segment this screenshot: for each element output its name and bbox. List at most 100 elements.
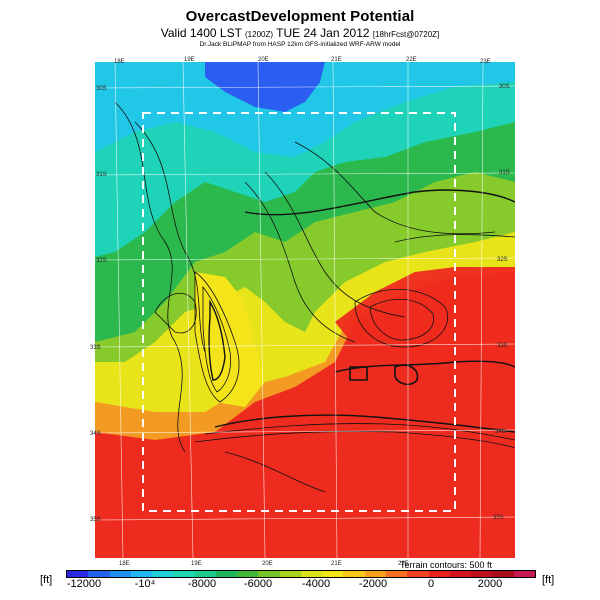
colorbar-segment <box>258 571 280 577</box>
lon-label-top: 20E <box>258 57 269 63</box>
parallel-line <box>95 172 515 176</box>
contour-line <box>244 181 356 343</box>
lat-label-right: 30S <box>499 84 510 90</box>
contour-line <box>194 431 515 449</box>
colorbar-label: -10⁴ <box>134 578 156 590</box>
contour-line <box>214 414 515 433</box>
map-title: OvercastDevelopment Potential <box>185 8 415 25</box>
colorbar-label: -6000 <box>243 578 273 590</box>
colorbar-label: -8000 <box>187 578 217 590</box>
lon-label-top: 18E <box>114 59 125 65</box>
colorbar-segment <box>173 571 195 577</box>
meridian-line <box>257 62 266 558</box>
meridian-line <box>479 62 484 558</box>
colorbar-segment <box>449 571 472 577</box>
lon-label-bottom: 18E <box>119 561 130 567</box>
contour-line <box>208 299 226 381</box>
meridian-line <box>182 62 194 558</box>
colorbar-segment <box>300 571 323 577</box>
contour-line <box>394 364 419 386</box>
lat-label-right: 33S <box>497 343 508 349</box>
valid-date: TUE 24 Jan 2012 <box>273 26 373 40</box>
valid-utc: (1200Z) <box>245 30 274 39</box>
colorbar-segment <box>471 571 493 577</box>
contour-line <box>244 189 515 216</box>
colorbar-label: 2000 <box>477 578 503 590</box>
valid-main: Valid 1400 LST <box>160 26 246 40</box>
colorbar-segment <box>237 571 259 577</box>
cyan-field <box>95 62 515 157</box>
meridian-line <box>114 62 124 558</box>
contour-line <box>264 171 406 318</box>
colorbar-label: -2000 <box>358 578 388 590</box>
contour-line <box>204 423 515 441</box>
colorbar-segment <box>67 571 89 577</box>
colorbar-unit-right: [ft] <box>542 574 555 586</box>
lat-label-right: 35S <box>493 515 504 521</box>
colorbar-label: -12000 <box>66 578 102 590</box>
contour-line <box>134 121 206 353</box>
graticule <box>95 62 515 558</box>
lon-label-bottom: 20E <box>262 561 273 567</box>
colorbar-segment <box>194 571 216 577</box>
parallel-line <box>95 343 515 348</box>
lon-label-top: 21E <box>331 57 342 63</box>
colorbar-segment <box>407 571 429 577</box>
parallel-line <box>95 85 515 89</box>
lon-label-bottom: 22E <box>398 561 409 567</box>
contour-line <box>154 292 197 334</box>
parallel-line <box>95 257 515 261</box>
lat-label-left: 32S <box>96 258 107 264</box>
colorbar-segment <box>88 571 110 577</box>
contour-line <box>369 298 434 341</box>
colorbar-segment <box>109 571 131 577</box>
colorbar-label: 0 <box>427 578 435 590</box>
colorbar-unit-left: [ft] <box>40 574 53 586</box>
forecast-hour: [18hrFcst@0720Z] <box>372 30 440 39</box>
parallel-line <box>95 516 515 521</box>
colorbar-segment <box>364 571 386 577</box>
contour-line <box>354 288 448 348</box>
contour-line <box>349 366 368 381</box>
colorbar-segment <box>130 571 153 577</box>
colorbar <box>66 570 536 578</box>
lon-label-bottom: 19E <box>191 561 202 567</box>
terrain-contour-note: Terrain contours: 500 ft <box>400 560 493 570</box>
colorbar-segment <box>428 571 450 577</box>
colorbar-segment <box>152 571 174 577</box>
colorbar-segment <box>279 571 301 577</box>
lat-label-right: 34S <box>495 429 506 435</box>
meridian-line <box>332 62 338 558</box>
contour-line <box>224 451 326 493</box>
inner-domain-box <box>142 112 456 512</box>
lat-label-left: 33S <box>90 345 101 351</box>
colorbar-segment <box>385 571 408 577</box>
lat-label-left: 35S <box>90 517 101 523</box>
forecast-map-svg <box>95 62 515 558</box>
contour-line <box>194 271 240 403</box>
lat-label-left: 31S <box>96 172 107 178</box>
lat-label-left: 34S <box>90 431 101 437</box>
terrain-contours <box>114 101 515 493</box>
colorbar-segment <box>322 571 344 577</box>
lon-label-top: 22E <box>406 57 417 63</box>
contour-line <box>294 141 496 235</box>
parallel-line <box>95 429 515 434</box>
colorbar-label: -4000 <box>301 578 331 590</box>
lat-label-right: 32S <box>497 257 508 263</box>
contour-line <box>394 234 515 243</box>
contour-line <box>202 285 232 393</box>
colorbar-segment <box>343 571 365 577</box>
contour-line <box>114 101 186 453</box>
lon-label-top: 23E <box>480 59 491 65</box>
lat-label-right: 31S <box>499 170 510 176</box>
model-subtitle: Dr.Jack BLIPMAP from HASP 12km GFS-initi… <box>199 41 401 48</box>
lon-label-top: 19E <box>184 57 195 63</box>
colorbar-segment <box>492 571 514 577</box>
colorbar-segment <box>513 571 535 577</box>
lon-label-bottom: 21E <box>331 561 342 567</box>
forecast-map[interactable] <box>95 62 515 558</box>
colorbar-segment <box>215 571 238 577</box>
lat-label-left: 30S <box>96 86 107 92</box>
